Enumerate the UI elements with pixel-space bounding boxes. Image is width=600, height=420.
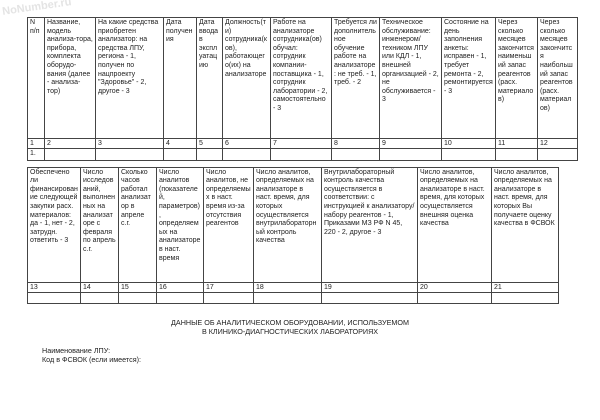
data-cell[interactable]: 1. <box>27 148 45 161</box>
header-cell: Число аналитов, не определяемых в наст. … <box>203 166 254 283</box>
column-number-cell: 10 <box>441 138 496 149</box>
data-cell[interactable] <box>44 148 96 161</box>
header-cell: Внутрилабораторный контроль качества осу… <box>321 166 418 283</box>
header-cell: Через сколько месяцев закончится наимень… <box>495 17 538 139</box>
data-cell[interactable] <box>441 148 496 161</box>
column-number-row: 1 2 3 4 5 6 7 8 9 10 11 12 <box>27 138 578 149</box>
header-cell: Название, модель анализа-тора, прибора, … <box>44 17 96 139</box>
column-number-cell: 21 <box>491 281 559 293</box>
column-number-cell: 9 <box>379 138 442 149</box>
column-number-cell: 4 <box>163 138 197 149</box>
data-cell[interactable] <box>253 291 322 304</box>
column-number-cell: 2 <box>44 138 96 149</box>
header-cell: На какие средства приобретен анализатор:… <box>95 17 164 139</box>
column-number-row: 13 14 15 16 17 18 19 20 21 <box>27 281 559 293</box>
data-cell[interactable] <box>537 148 578 161</box>
header-cell: Техническое обслуживание: инженером/ тех… <box>379 17 442 139</box>
header-cell: Число аналитов, определяемых на анализат… <box>417 166 492 283</box>
data-cell[interactable] <box>417 291 492 304</box>
header-cell: Требуется ли дополнительное обучение раб… <box>331 17 380 139</box>
column-number-cell: 16 <box>156 281 204 293</box>
data-cell[interactable] <box>321 291 418 304</box>
form-labels: Наименование ЛПУ: Код в ФСВОК (если имее… <box>42 346 600 364</box>
data-cell[interactable] <box>27 291 81 304</box>
header-row: N п/п Название, модель анализа-тора, приб… <box>27 17 578 139</box>
column-number-cell: 17 <box>203 281 254 293</box>
column-number-cell: 8 <box>331 138 380 149</box>
header-cell: Дата ввода в эксплуатацию <box>196 17 223 139</box>
data-cell[interactable] <box>156 291 204 304</box>
data-cell[interactable] <box>80 291 119 304</box>
header-cell: N п/п <box>27 17 45 139</box>
header-cell: Число аналитов, определяемых на анализат… <box>253 166 322 283</box>
column-number-cell: 6 <box>222 138 271 149</box>
data-cell[interactable] <box>495 148 538 161</box>
equipment-table-part2: Обеспечено ли финансирование следующей з… <box>27 166 559 304</box>
column-number-cell: 20 <box>417 281 492 293</box>
data-cell[interactable] <box>270 148 332 161</box>
lpu-name-label: Наименование ЛПУ: <box>42 345 111 355</box>
data-row: 1. <box>27 148 578 161</box>
header-cell: Число аналитов (показателей, параметров)… <box>156 166 204 283</box>
header-cell: Дата получения <box>163 17 197 139</box>
data-cell[interactable] <box>196 148 223 161</box>
column-number-cell: 13 <box>27 281 81 293</box>
header-cell: Должность(ти) сотрудника(ков), работающе… <box>222 17 271 139</box>
data-cell[interactable] <box>163 148 197 161</box>
column-number-cell: 12 <box>537 138 578 149</box>
data-cell[interactable] <box>203 291 254 304</box>
data-cell[interactable] <box>95 148 164 161</box>
header-cell: Сколько часов работал анализатор в апрел… <box>118 166 157 283</box>
data-cell[interactable] <box>379 148 442 161</box>
data-cell[interactable] <box>118 291 157 304</box>
column-number-cell: 14 <box>80 281 119 293</box>
header-cell: Работе на анализаторе сотрудника(ов) обу… <box>270 17 332 139</box>
data-cell[interactable] <box>222 148 271 161</box>
header-row: Обеспечено ли финансирование следующей з… <box>27 166 559 283</box>
header-cell: Обеспечено ли финансирование следующей з… <box>27 166 81 283</box>
column-number-cell: 19 <box>321 281 418 293</box>
header-cell: Состояние на день заполнения анкеты: исп… <box>441 17 496 139</box>
column-number-cell: 15 <box>118 281 157 293</box>
document-title: ДАННЫЕ ОБ АНАЛИТИЧЕСКОМ ОБОРУДОВАНИИ, ИС… <box>150 318 430 336</box>
header-cell: Число исследований, выполненных на анали… <box>80 166 119 283</box>
column-number-cell: 3 <box>95 138 164 149</box>
document-page: N п/п Название, модель анализа-тора, приб… <box>27 17 600 364</box>
title-line-1: ДАННЫЕ ОБ АНАЛИТИЧЕСКОМ ОБОРУДОВАНИИ, ИС… <box>171 317 409 327</box>
header-cell: Число аналитов, определяемых на анализат… <box>491 166 559 283</box>
column-number-cell: 11 <box>495 138 538 149</box>
column-number-cell: 5 <box>196 138 223 149</box>
data-cell[interactable] <box>331 148 380 161</box>
equipment-table-part1: N п/п Название, модель анализа-тора, приб… <box>27 17 578 161</box>
title-line-2: В КЛИНИКО-ДИАГНОСТИЧЕСКИХ ЛАБОРАТОРИЯХ <box>201 326 379 336</box>
header-cell: Через сколько месяцев закончится наиболь… <box>537 17 578 139</box>
data-cell[interactable] <box>491 291 559 304</box>
fsvok-code-label: Код в ФСВОК (если имеется): <box>42 354 142 364</box>
data-row <box>27 291 559 304</box>
column-number-cell: 7 <box>270 138 332 149</box>
column-number-cell: 18 <box>253 281 322 293</box>
column-number-cell: 1 <box>27 138 45 149</box>
